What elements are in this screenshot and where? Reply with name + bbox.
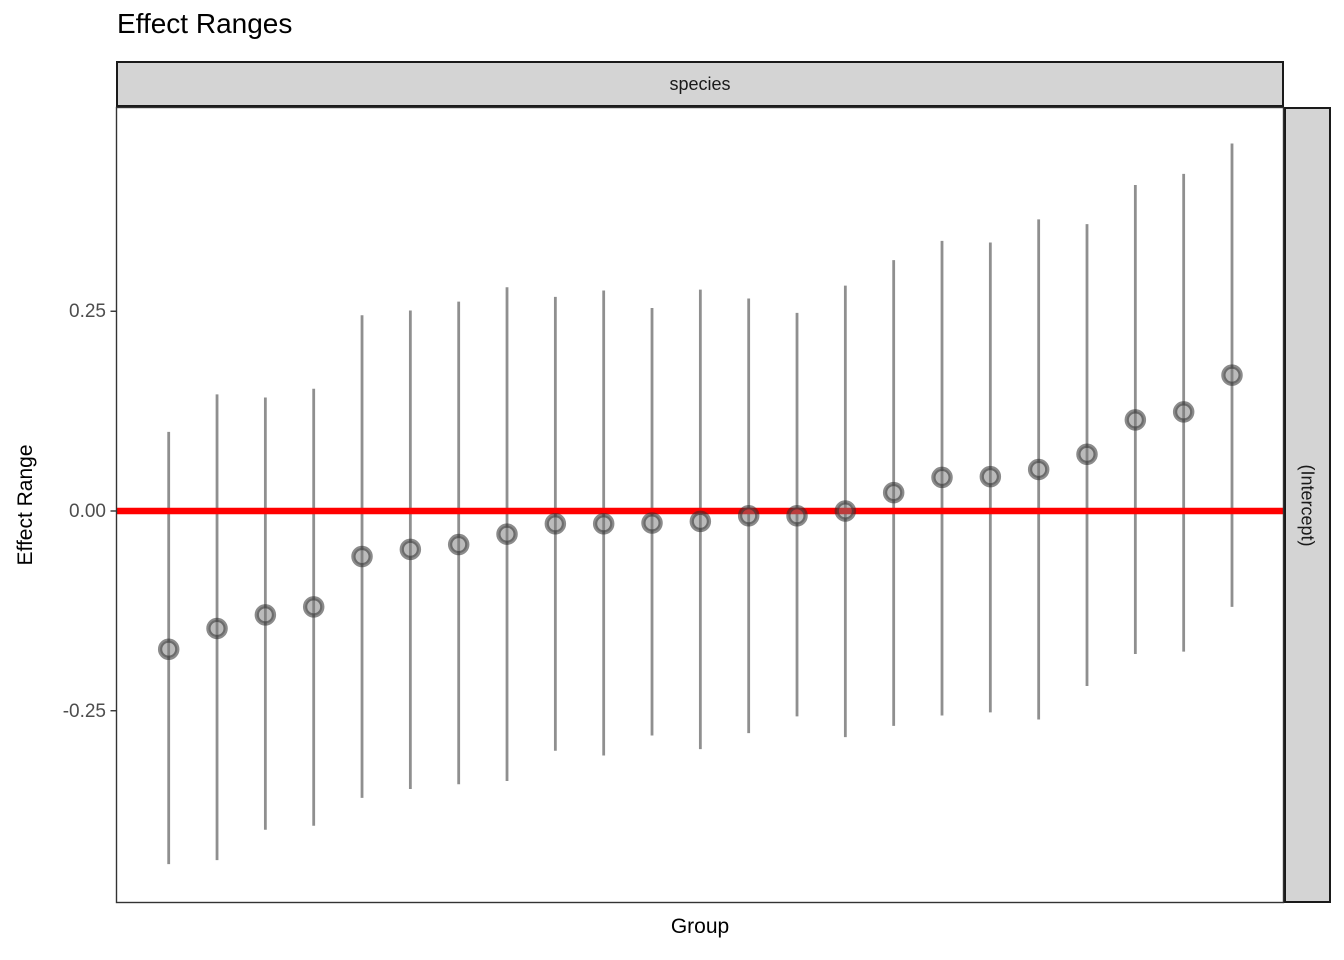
point-estimate-marker xyxy=(834,500,857,522)
point-estimate-marker xyxy=(641,512,663,534)
point-estimate-marker xyxy=(544,513,567,535)
point-estimate-marker xyxy=(689,510,712,533)
point-estimate-marker xyxy=(254,604,277,626)
point-estimate-marker xyxy=(1124,409,1147,431)
point-estimate-marker xyxy=(979,465,1002,488)
point-estimate-marker xyxy=(931,466,953,489)
point-estimate-marker xyxy=(1221,364,1243,386)
point-estimate-marker xyxy=(737,505,760,527)
y-axis-tick-label: 0.25 xyxy=(69,301,106,323)
point-estimate-marker xyxy=(399,538,422,561)
y-axis-tick-label: 0.00 xyxy=(69,500,106,522)
point-estimate-marker xyxy=(157,638,180,660)
point-estimate-marker xyxy=(496,523,518,545)
point-estimate-marker xyxy=(351,545,373,568)
point-estimate-marker xyxy=(447,533,470,556)
y-axis-tick-label: -0.25 xyxy=(62,700,106,722)
facet-strip-right: (Intercept) xyxy=(1284,107,1331,903)
plot-title: Effect Ranges xyxy=(117,8,293,39)
point-estimate-marker xyxy=(1172,401,1195,423)
point-estimate-marker xyxy=(1076,443,1098,466)
point-estimate-marker xyxy=(206,617,228,640)
facet-strip-top-label: species xyxy=(669,73,731,94)
x-axis-title: Group xyxy=(670,915,730,938)
point-estimate-marker xyxy=(302,596,325,618)
plot-panel-border xyxy=(115,106,1285,904)
point-estimate-marker xyxy=(592,513,615,535)
point-estimate-marker xyxy=(1027,458,1050,481)
facet-strip-top: species xyxy=(116,61,1284,107)
point-estimate-marker xyxy=(786,505,808,527)
point-estimate-marker xyxy=(882,481,905,504)
